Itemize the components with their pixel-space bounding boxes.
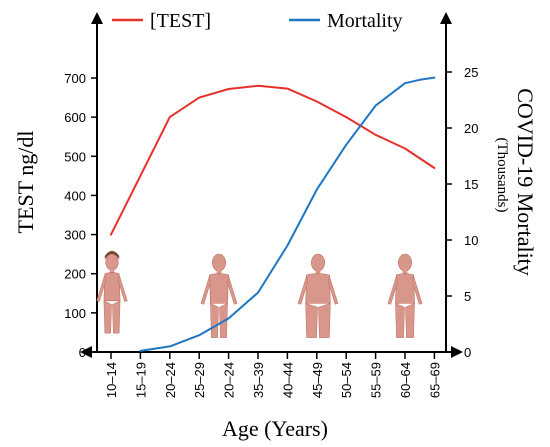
- human-figure-child: [96, 250, 128, 334]
- right-y-axis-arrow: [440, 12, 452, 24]
- x-tick-label: 55–59: [369, 362, 384, 398]
- x-tick-label: 50–54: [339, 362, 354, 398]
- series-lines: [110, 76, 436, 352]
- right-tick-label: 25: [464, 65, 478, 80]
- left-y-axis-arrow: [91, 12, 103, 24]
- x-tick-label: 65–69: [427, 362, 442, 398]
- left-tick-label: 700: [64, 71, 86, 86]
- human-figure-middle-aged: [297, 253, 339, 338]
- x-tick-label: 10–14: [104, 362, 119, 398]
- legend-mortality-label: Mortality: [327, 10, 403, 32]
- x-tick-label: 60–64: [398, 362, 413, 398]
- x-tick-label: 20–24: [163, 362, 178, 398]
- right-tick-label: 15: [464, 177, 478, 192]
- right-tick-label: 5: [464, 289, 471, 304]
- human-figure-adult: [200, 253, 238, 338]
- left-tick-label: 600: [64, 110, 86, 125]
- x-tick-label: 45–49: [310, 362, 325, 398]
- legend-test-label: [TEST]: [150, 10, 211, 32]
- right-tick-label: 0: [464, 345, 471, 360]
- left-tick-label: 0: [79, 345, 86, 360]
- left-tick-label: 100: [64, 306, 86, 321]
- x-tick-label: 40–44: [280, 362, 295, 398]
- human-figure-elderly: [387, 253, 423, 338]
- right-y-axis-title: COVID-19 Mortality: [513, 88, 538, 276]
- x-axis-title: Age (Years): [222, 416, 328, 441]
- right-tick-label: 10: [464, 233, 478, 248]
- right-y-axis-subtitle: (Thousands): [494, 138, 510, 213]
- legend: [TEST] Mortality: [112, 10, 403, 32]
- x-axis-right-arrow: [451, 346, 463, 358]
- right-tick-label: 20: [464, 121, 478, 136]
- x-tick-label: 15–19: [133, 362, 148, 398]
- left-tick-label: 500: [64, 149, 86, 164]
- x-tick-label: 35–39: [251, 362, 266, 398]
- left-tick-label: 200: [64, 267, 86, 282]
- x-tick-label: 20–24: [222, 362, 237, 398]
- human-figures: [96, 250, 423, 338]
- left-tick-label: 300: [64, 228, 86, 243]
- x-tick-label: 25–29: [192, 362, 207, 398]
- right-y-ticks: 0 5 10 15 20 25: [446, 65, 478, 360]
- x-axis-left-arrow: [80, 346, 92, 358]
- left-y-axis-title: TEST ng/dl: [13, 131, 38, 234]
- series-line-mortality: [139, 76, 436, 352]
- series-line-test: [110, 84, 436, 236]
- x-ticks: 10–14 15–19 20–24 25–29 20–24 35–39 40–44 45–49…: [104, 352, 442, 398]
- left-y-ticks: 0 100 200 300 400 500 600 700: [64, 71, 97, 360]
- left-tick-label: 400: [64, 188, 86, 203]
